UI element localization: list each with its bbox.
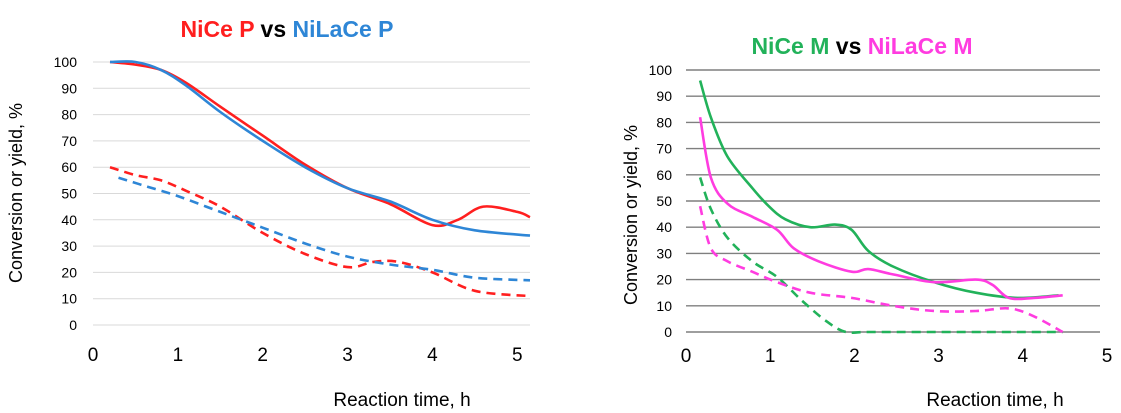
y-tick-label-20: 20 — [61, 264, 77, 280]
chart-title-part-1: vs — [254, 16, 292, 42]
y-tick-label-40: 40 — [61, 212, 77, 228]
series-group — [109, 60, 531, 298]
y-tick-label-50: 50 — [61, 186, 77, 202]
y-tick-label-80: 80 — [61, 107, 77, 123]
x-axis: 0 1 2 3 4 5 — [681, 346, 1113, 367]
x-tick-label-2: 2 — [257, 345, 268, 366]
y-tick-label-50: 50 — [656, 193, 672, 209]
y-tick-label-70: 70 — [656, 141, 672, 157]
chart-title-part-1: vs — [829, 33, 867, 59]
y-tick-label-100: 100 — [54, 54, 78, 70]
x-tick-label-0: 0 — [88, 345, 99, 366]
chart-title: NiCe M vs NiLaCe M — [751, 33, 972, 59]
x-tick-label-3: 3 — [933, 346, 944, 367]
x-tick-label-2: 2 — [849, 346, 860, 367]
chart-title-part-2: NiLaCe P — [293, 16, 394, 42]
chart-title-part-0: NiCe P — [180, 16, 254, 42]
x-tick-label-4: 4 — [1018, 346, 1029, 367]
chart-title-part-2: NiLaCe M — [868, 33, 973, 59]
series-group — [698, 80, 1064, 335]
right-series-1-solid-line — [698, 116, 1063, 301]
y-tick-label-20: 20 — [656, 272, 672, 288]
y-tick-label-10: 10 — [656, 298, 672, 314]
y-axis: 0 10 20 30 40 50 60 70 80 90 100 — [54, 54, 78, 333]
left-series-1-solid-line — [109, 60, 531, 237]
y-tick-label-30: 30 — [656, 245, 672, 261]
y-tick-label-60: 60 — [656, 167, 672, 183]
x-tick-label-5: 5 — [1102, 346, 1113, 367]
right-series-2-dashed-line — [698, 176, 1063, 335]
chart-title-part-0: NiCe M — [751, 33, 829, 59]
left-series-3-dashed-line — [118, 176, 531, 282]
y-tick-label-100: 100 — [649, 62, 673, 78]
right-series-0-solid-line — [698, 80, 1059, 300]
y-tick-label-0: 0 — [664, 324, 672, 340]
y-tick-label-60: 60 — [61, 159, 77, 175]
y-axis-title: Conversion or yield, % — [6, 103, 26, 283]
x-tick-label-1: 1 — [765, 346, 776, 367]
x-tick-label-0: 0 — [681, 346, 692, 367]
x-axis-title: Reaction time, h — [333, 390, 470, 411]
y-tick-label-30: 30 — [61, 238, 77, 254]
x-axis: 0 1 2 3 4 5 — [88, 345, 523, 366]
x-tick-label-3: 3 — [342, 345, 353, 366]
x-axis-title: Reaction time, h — [926, 390, 1063, 411]
y-tick-label-10: 10 — [61, 291, 77, 307]
y-axis-title: Conversion or yield, % — [621, 125, 641, 305]
chart-title: NiCe P vs NiLaCe P — [180, 16, 393, 42]
grid — [686, 69, 1100, 333]
y-tick-label-90: 90 — [656, 88, 672, 104]
left-series-2-dashed-line — [109, 165, 531, 298]
y-tick-label-40: 40 — [656, 219, 672, 235]
x-tick-label-1: 1 — [173, 345, 184, 366]
y-tick-label-90: 90 — [61, 80, 77, 96]
x-tick-label-5: 5 — [512, 345, 523, 366]
y-tick-label-80: 80 — [656, 114, 672, 130]
y-tick-label-0: 0 — [69, 317, 77, 333]
right-series-3-dashed-line — [698, 205, 1064, 334]
x-tick-label-4: 4 — [427, 345, 438, 366]
y-axis: 0 10 20 30 40 50 60 70 80 90 100 — [649, 62, 673, 340]
y-tick-label-70: 70 — [61, 133, 77, 149]
